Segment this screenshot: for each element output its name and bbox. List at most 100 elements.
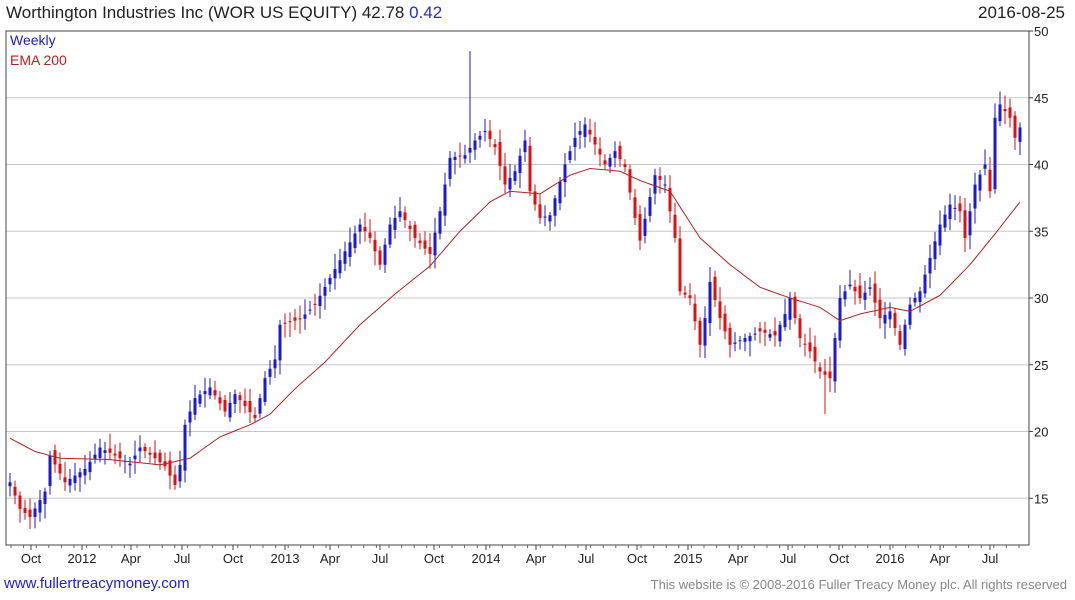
price-bar	[378, 246, 382, 270]
price-bar	[453, 151, 457, 175]
price-bar	[923, 265, 927, 298]
bar-body	[463, 155, 467, 159]
bar-body	[883, 314, 887, 324]
price-bar	[678, 226, 682, 296]
bar-body	[823, 371, 827, 375]
price-bar	[148, 446, 152, 463]
price-bar	[998, 91, 1002, 127]
bar-body	[848, 284, 852, 287]
price-bar	[908, 297, 912, 330]
price-bar	[448, 151, 452, 187]
x-tick-label: Jul	[578, 551, 595, 566]
price-bar	[133, 440, 137, 474]
bar-body	[588, 129, 592, 135]
bar-body	[33, 508, 37, 517]
bar-body	[813, 346, 817, 362]
price-bar	[103, 441, 107, 465]
bar-body	[508, 177, 512, 190]
price-bar	[93, 443, 97, 464]
price-bar	[8, 473, 12, 497]
price-bar	[623, 159, 627, 173]
bar-body	[718, 301, 722, 319]
price-bar	[573, 122, 577, 161]
price-bar	[558, 177, 562, 211]
chart-title: Worthington Industries Inc (WOR US EQUIT…	[6, 3, 442, 23]
bar-body	[178, 464, 182, 482]
price-bar	[683, 285, 687, 299]
bar-body	[203, 391, 207, 395]
bar-body	[933, 241, 937, 260]
bar-body	[473, 140, 477, 150]
footer-copyright: This website is © 2008-2016 Fuller Treac…	[650, 577, 1067, 592]
bar-body	[758, 328, 762, 332]
bar-body	[18, 495, 22, 509]
bar-body	[923, 274, 927, 294]
price-bar	[703, 306, 707, 359]
bar-body	[383, 244, 387, 265]
bar-body	[603, 160, 607, 165]
price-bar	[548, 211, 552, 231]
bar-body	[873, 283, 877, 303]
bar-body	[498, 142, 502, 166]
bar-body	[458, 155, 462, 157]
bar-body	[263, 378, 267, 402]
price-bar	[253, 407, 257, 423]
bar-body	[738, 340, 742, 342]
price-bar	[78, 467, 82, 492]
price-bar	[553, 194, 557, 227]
price-bar	[643, 207, 647, 244]
price-bar	[638, 205, 642, 251]
bar-body	[138, 447, 142, 452]
price-bar	[393, 205, 397, 239]
price-bar	[808, 327, 812, 359]
price-bar	[668, 175, 672, 223]
bar-body	[723, 313, 727, 332]
price-bar	[298, 305, 302, 334]
bar-body	[38, 500, 42, 513]
x-tick-label: Oct	[21, 551, 42, 566]
price-bar	[38, 489, 42, 522]
x-tick-label: Apr	[121, 551, 142, 566]
bar-body	[513, 171, 517, 181]
bar-body	[258, 398, 262, 414]
y-tick-label: 30	[1034, 291, 1048, 306]
price-bar	[1003, 95, 1007, 125]
price-bar	[803, 333, 807, 357]
bar-body	[888, 311, 892, 320]
price-bar	[323, 278, 327, 310]
price-bar	[358, 218, 362, 244]
x-tick-label: Jul	[174, 551, 191, 566]
price-bar	[983, 149, 987, 176]
y-axis: 15 20 25 30 35 40 45 50	[1029, 24, 1048, 506]
bar-body	[638, 214, 642, 241]
plot-frame	[5, 30, 1030, 546]
bar-body	[158, 452, 162, 463]
y-tick-label: 45	[1034, 91, 1048, 106]
y-tick-label: 40	[1034, 158, 1048, 173]
bar-body	[748, 335, 752, 342]
bar-body	[938, 224, 942, 246]
bar-body	[558, 181, 562, 204]
price-bar	[763, 321, 767, 347]
bar-body	[903, 324, 907, 349]
bar-body	[63, 477, 67, 483]
price-bar	[48, 450, 52, 495]
x-tick-label: 2016	[876, 551, 905, 566]
bar-body	[288, 321, 292, 323]
bar-body	[693, 303, 697, 322]
bar-body	[103, 450, 107, 453]
bar-body	[858, 285, 862, 299]
bar-body	[793, 296, 797, 319]
price-bar	[73, 462, 77, 491]
price-bar	[468, 51, 472, 164]
legend-ema: EMA 200	[10, 52, 67, 68]
price-bar	[518, 148, 522, 189]
legend-weekly: Weekly	[10, 32, 56, 48]
bar-body	[768, 334, 772, 338]
bar-body	[98, 447, 102, 458]
bar-body	[763, 329, 767, 333]
bar-body	[8, 482, 12, 487]
footer-website-link[interactable]: www.fullertreacymoney.com	[4, 575, 190, 592]
bar-body	[728, 327, 732, 345]
bar-body	[433, 232, 437, 256]
